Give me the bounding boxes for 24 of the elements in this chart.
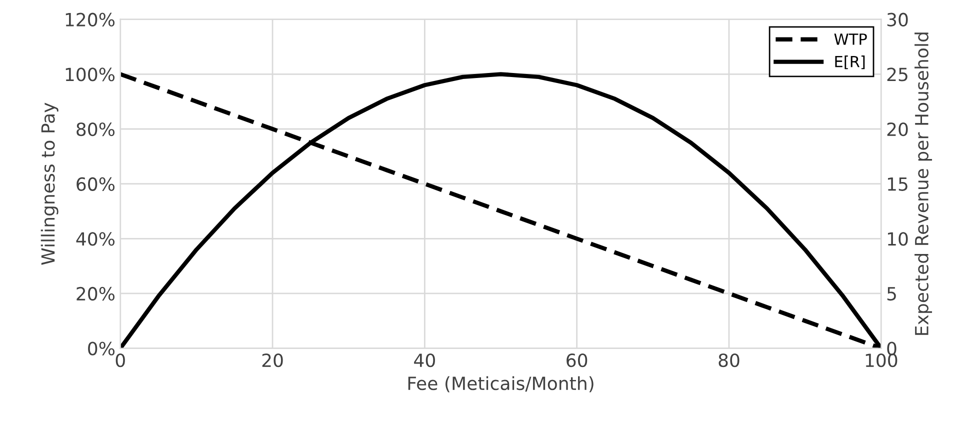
y-tick-label: 80%: [76, 122, 115, 136]
x-tick-label: 100: [866, 353, 898, 368]
y2-tick-label: 30: [887, 12, 908, 26]
y2-tick-label: 15: [888, 178, 908, 191]
y2-tick-label: 25: [887, 68, 908, 82]
x-tick-label: 20: [262, 353, 283, 368]
legend-label: WTP: [834, 34, 867, 45]
x-tick-label: 80: [718, 353, 740, 368]
y2-tick-label: 10: [888, 232, 908, 246]
x-tick-label: 0: [116, 353, 125, 368]
y-tick-label: 40%: [76, 232, 115, 246]
x-axis-title: Fee (Meticais/Month): [408, 376, 594, 392]
y2-tick-label: 5: [887, 287, 896, 301]
y-axis-title: Willingness to Pay: [40, 102, 58, 265]
x-tick-label: 40: [414, 353, 435, 368]
y2-tick-label: 20: [887, 122, 908, 136]
y2-axis-title: Expected Revenue per Household: [914, 32, 932, 335]
y-tick-label: 20%: [76, 286, 115, 301]
y-tick-label: 120%: [66, 12, 115, 26]
legend-label: E[R]: [835, 56, 865, 70]
x-tick-label: 60: [566, 353, 588, 368]
y-tick-label: 100%: [66, 68, 115, 82]
y-tick-label: 60%: [76, 177, 115, 191]
y-tick-label: 0%: [88, 342, 115, 356]
